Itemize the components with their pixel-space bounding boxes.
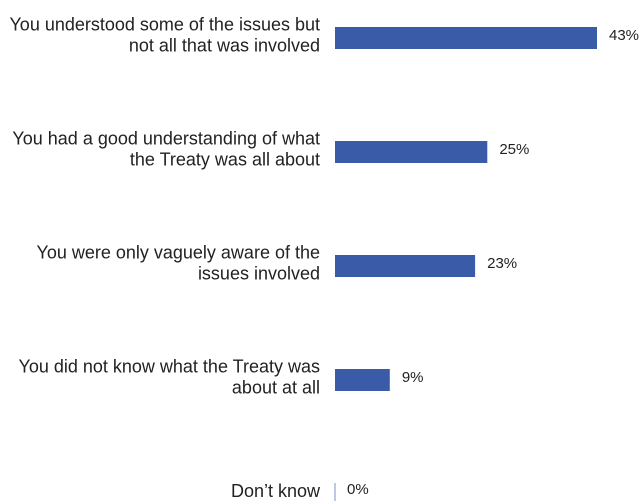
- category-label-0-line-1: not all that was involved: [129, 35, 320, 55]
- value-label-1: 25%: [499, 141, 529, 158]
- category-labels: You understood some of the issues butnot…: [9, 14, 321, 501]
- bar-1: [335, 141, 487, 163]
- category-label-1-line-0: You had a good understanding of what: [12, 128, 320, 148]
- bar-3: [335, 369, 390, 391]
- category-label-4-line-0: Don’t know: [231, 481, 321, 501]
- category-label-2-line-0: You were only vaguely aware of the: [36, 242, 320, 262]
- category-label-0-line-0: You understood some of the issues but: [9, 14, 320, 34]
- value-label-0: 43%: [609, 27, 639, 44]
- value-label-3: 9%: [402, 369, 424, 386]
- category-label-1-line-1: the Treaty was all about: [130, 149, 320, 169]
- bar-0: [335, 27, 597, 49]
- bar-2: [335, 255, 475, 277]
- category-label-3-line-1: about at all: [232, 377, 320, 397]
- category-label-3-line-0: You did not know what the Treaty was: [18, 356, 320, 376]
- bars-layer: [335, 27, 597, 501]
- category-label-2-line-1: issues involved: [198, 263, 320, 283]
- value-label-2: 23%: [487, 255, 517, 272]
- value-label-4: 0%: [347, 481, 369, 498]
